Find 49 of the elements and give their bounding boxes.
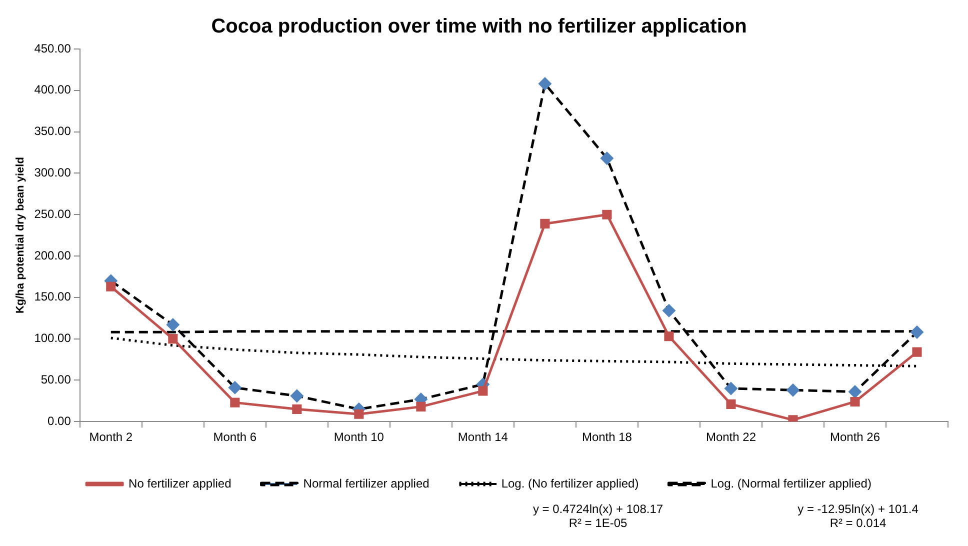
y-tick-label: 450.00	[34, 41, 72, 56]
legend-label: Log. (No fertilizer applied)	[501, 476, 639, 490]
text: y = 0.4724ln(x) + 108.17 R² = 1E-05	[532, 502, 664, 530]
point	[538, 78, 552, 90]
point	[166, 318, 180, 331]
point	[724, 382, 738, 395]
point	[910, 326, 924, 338]
point	[912, 347, 922, 357]
x-tick-label: Month 14	[458, 430, 508, 444]
point	[600, 152, 614, 165]
point	[662, 304, 676, 317]
point	[168, 334, 178, 344]
point	[664, 332, 674, 342]
point	[788, 415, 798, 422]
y-tick-label: 50.00	[40, 372, 72, 387]
y-tick-label: 150.00	[34, 290, 72, 304]
x-tick-label: Month 2	[89, 430, 133, 444]
y-tick-label: 200.00	[34, 248, 72, 262]
point	[726, 399, 736, 409]
y-axis-title: Kg/ha potential dry bean yield	[14, 157, 27, 314]
text: y = -12.95ln(x) + 101.4 R² = 0.014	[796, 502, 920, 530]
x-tick-label: Month 26	[830, 430, 880, 444]
y-tick-label: 350.00	[34, 124, 72, 138]
y-tick-label: 250.00	[34, 206, 72, 221]
point	[416, 402, 426, 412]
point	[786, 384, 800, 396]
x-tick-label: Month 6	[213, 430, 257, 444]
point	[290, 390, 304, 402]
x-tick-label: Month 18	[582, 430, 632, 444]
point	[540, 218, 550, 228]
y-tick-label: 400.00	[34, 82, 72, 97]
point	[292, 404, 302, 414]
y-tick-label: 300.00	[34, 166, 72, 180]
point	[228, 381, 242, 394]
point	[478, 386, 488, 396]
chart-title: Cocoa production over time with no fertilizer application	[211, 16, 747, 38]
y-tick-label: 0.00	[48, 414, 72, 428]
point	[850, 396, 860, 407]
point	[848, 386, 862, 398]
point	[354, 409, 364, 419]
legend-label: Log. (Normal fertilizer applied)	[710, 476, 872, 490]
point	[106, 282, 116, 292]
y-tick-label: 100.00	[34, 331, 72, 346]
x-tick-label: Month 22	[706, 430, 756, 444]
point	[230, 398, 240, 408]
legend-label: No fertilizer applied	[128, 476, 232, 490]
x-tick-label: Month 10	[334, 430, 384, 444]
legend-label: Normal fertilizer applied	[303, 476, 430, 490]
point	[602, 210, 612, 220]
